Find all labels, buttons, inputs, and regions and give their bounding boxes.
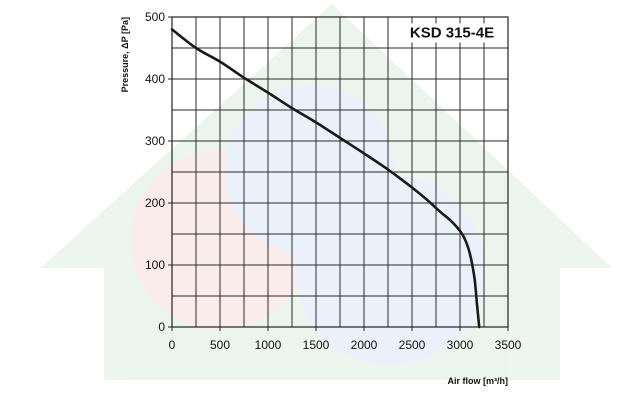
y-tick-label: 300: [145, 134, 165, 148]
x-tick-label: 1000: [255, 338, 282, 352]
y-tick-label: 400: [145, 72, 165, 86]
x-tick-label: 2500: [399, 338, 426, 352]
series-line-ksd-315-4e: [170, 28, 481, 329]
x-tick-label: 1500: [303, 338, 330, 352]
x-tick-label: 0: [169, 338, 176, 352]
y-axis: 0 100 200 300 400 500: [145, 10, 172, 334]
y-axis-title: Pressure, ΔP [Pa]: [120, 17, 130, 92]
y-tick-label: 500: [145, 10, 165, 24]
x-tick-label: 2000: [351, 338, 378, 352]
x-tick-label: 3500: [495, 338, 522, 352]
y-tick-label: 100: [145, 258, 165, 272]
model-label-background: [404, 23, 500, 43]
x-tick-label: 3000: [447, 338, 474, 352]
y-tick-label: 200: [145, 196, 165, 210]
model-label: KSD 315-4E: [410, 25, 494, 42]
grid: [172, 17, 508, 327]
x-tick-label: 500: [210, 338, 230, 352]
plot-frame: [171, 16, 509, 328]
x-axis-title: Air flow [m³/h]: [448, 376, 509, 386]
x-axis: 0 500 1000 1500 2000 2500 3000 3500: [169, 327, 522, 352]
y-tick-label: 0: [158, 320, 165, 334]
